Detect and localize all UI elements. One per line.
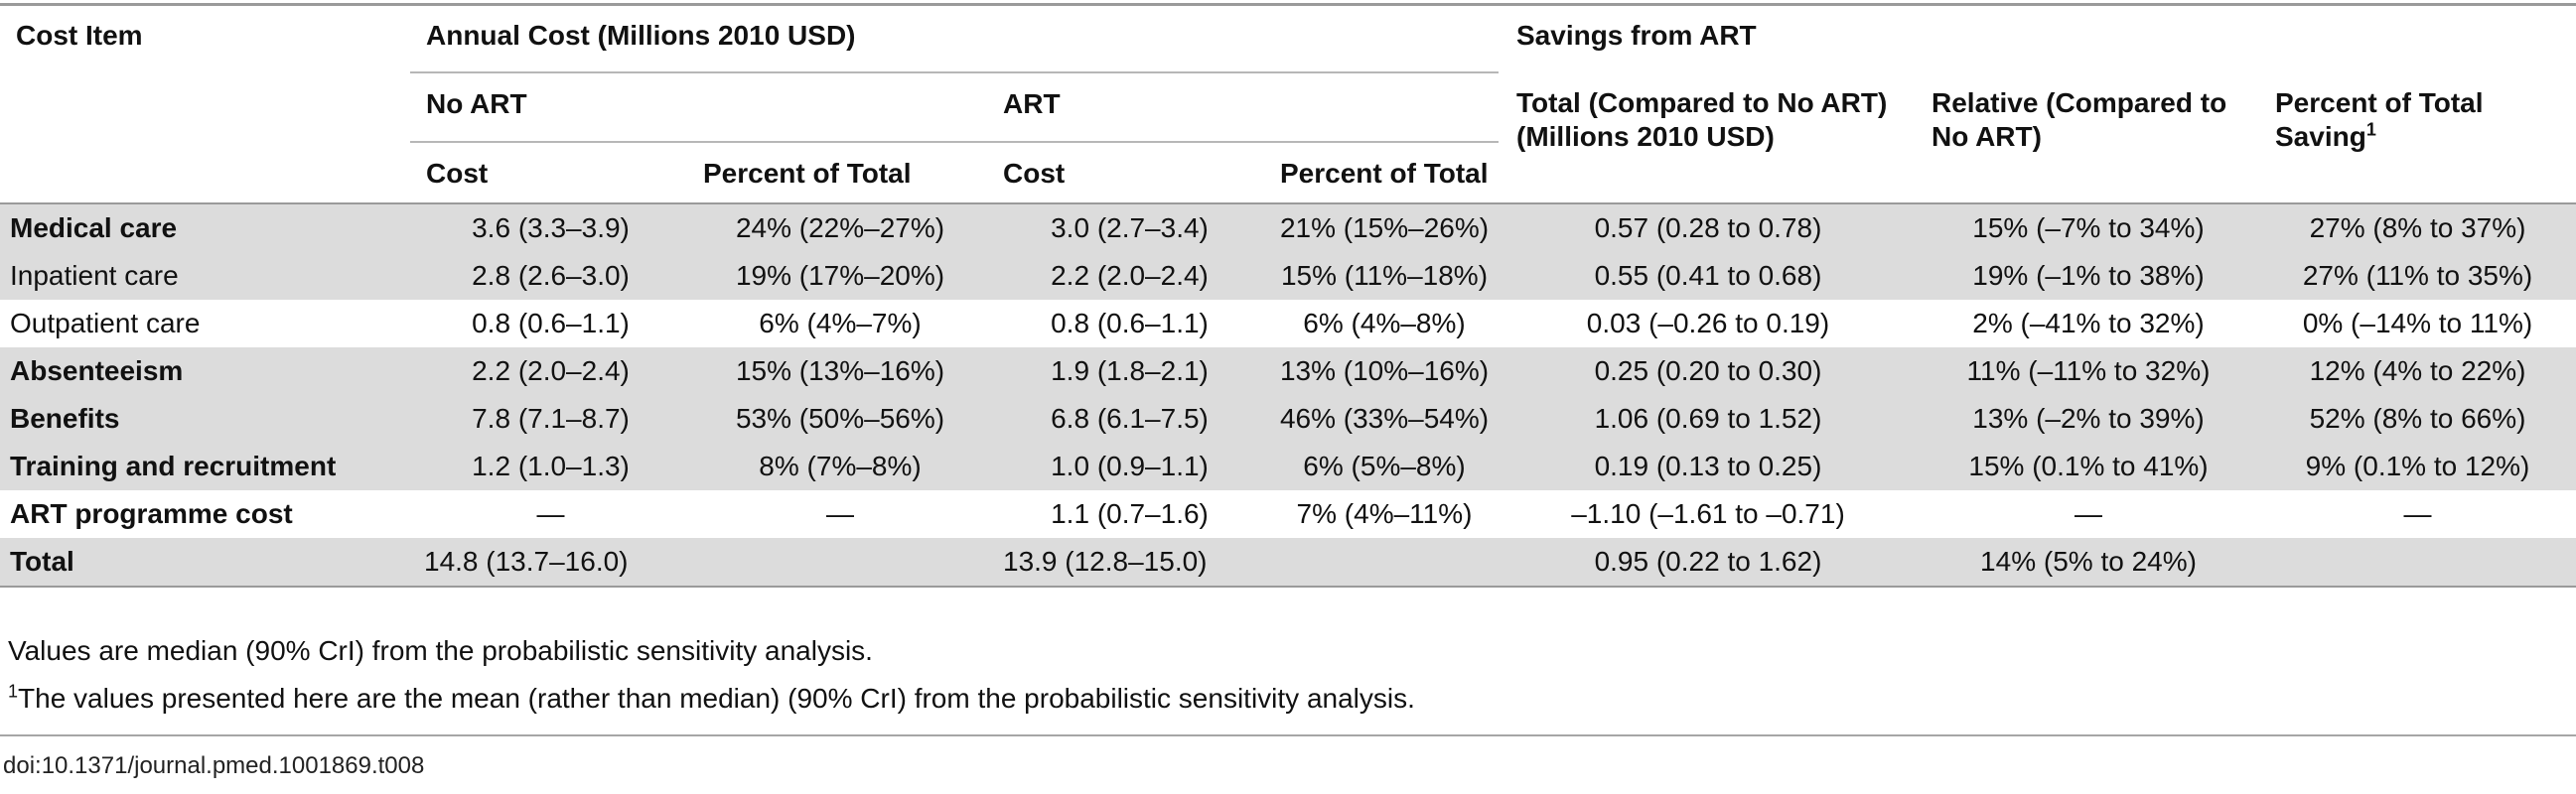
table-row: Medical care 3.6 (3.3–3.9) 24% (22%–27%)…: [0, 202, 2576, 252]
cell-total-savings: 0.57 (0.28 to 0.78): [1499, 202, 1918, 252]
cell-art-percent: 15% (11%–18%): [1270, 252, 1499, 300]
row-label: ART programme cost: [10, 498, 293, 529]
cell-art-percent: 46% (33%–54%): [1270, 395, 1499, 443]
bottom-rule: [0, 734, 2576, 736]
cell-art-percent: 6% (4%–8%): [1303, 308, 1466, 338]
cell-no-art-percent: 53% (50%–56%): [691, 395, 989, 443]
cell-art-cost: 1.9 (1.8–2.1): [989, 347, 1270, 395]
cell-percent-total-saving: 27% (11% to 35%): [2259, 252, 2576, 300]
cell-percent-total-saving: 0% (–14% to 11%): [2302, 308, 2533, 338]
cell-total-savings: 0.19 (0.13 to 0.25): [1499, 443, 1918, 490]
cell-relative: 14% (5% to 24%): [1918, 538, 2259, 588]
cell-percent-total-saving: 27% (8% to 37%): [2259, 202, 2576, 252]
cell-no-art-cost: 7.8 (7.1–8.7): [410, 395, 691, 443]
header-art-percent: Percent of Total: [1280, 158, 1489, 189]
table-row: Outpatient care 0.8 (0.6–1.1) 6% (4%–7%)…: [0, 300, 2576, 347]
header-annual-cost: Annual Cost (Millions 2010 USD): [410, 5, 1499, 73]
header-savings-from-art: Savings from ART: [1516, 20, 1757, 51]
cell-no-art-percent: 8% (7%–8%): [691, 443, 989, 490]
cell-percent-total-saving: 12% (4% to 22%): [2259, 347, 2576, 395]
cell-art-percent: 21% (15%–26%): [1270, 202, 1499, 252]
cell-relative: 15% (–7% to 34%): [1918, 202, 2259, 252]
row-label: Absenteeism: [0, 347, 410, 395]
cell-relative: 11% (–11% to 32%): [1918, 347, 2259, 395]
cell-art-percent: [1270, 538, 1499, 588]
cell-relative: 13% (–2% to 39%): [1918, 395, 2259, 443]
cell-percent-total-saving: 52% (8% to 66%): [2259, 395, 2576, 443]
table-row: Benefits 7.8 (7.1–8.7) 53% (50%–56%) 6.8…: [0, 395, 2576, 443]
footnote-text: The values presented here are the mean (…: [18, 683, 1415, 714]
cell-no-art-percent: 6% (4%–7%): [759, 308, 922, 338]
header-no-art-percent: Percent of Total: [703, 158, 912, 189]
row-label: Inpatient care: [0, 252, 410, 300]
cell-no-art-percent: 24% (22%–27%): [691, 202, 989, 252]
cell-no-art-cost: 3.6 (3.3–3.9): [410, 202, 691, 252]
cell-no-art-cost: 14.8 (13.7–16.0): [410, 538, 691, 588]
cell-art-percent: 13% (10%–16%): [1270, 347, 1499, 395]
cell-no-art-cost: —: [536, 498, 565, 529]
row-label: Training and recruitment: [0, 443, 410, 490]
cell-total-savings: –1.10 (–1.61 to –0.71): [1571, 498, 1845, 529]
top-rule: [0, 3, 2576, 6]
cell-art-cost: 13.9 (12.8–15.0): [989, 538, 1270, 588]
footnote: 1The values presented here are the mean …: [8, 683, 1415, 715]
table-row: ART programme cost — — 1.1 (0.7–1.6) 7% …: [0, 490, 2576, 538]
cell-art-cost: 6.8 (6.1–7.5): [989, 395, 1270, 443]
header-total-savings: Total (Compared to No ART) (Millions 201…: [1516, 87, 1888, 152]
table-row: Total 14.8 (13.7–16.0) 13.9 (12.8–15.0) …: [0, 538, 2576, 588]
cell-total-savings: 1.06 (0.69 to 1.52): [1499, 395, 1918, 443]
cell-no-art-cost: 2.2 (2.0–2.4): [410, 347, 691, 395]
cell-no-art-percent: [691, 538, 989, 588]
header-no-art-cost: Cost: [426, 158, 489, 189]
cell-art-cost: 1.1 (0.7–1.6): [1051, 498, 1209, 529]
table-header: Cost Item Annual Cost (Millions 2010 USD…: [0, 5, 2576, 203]
cell-art-percent: 6% (5%–8%): [1270, 443, 1499, 490]
cell-percent-total-saving: [2259, 538, 2576, 588]
cell-no-art-percent: 15% (13%–16%): [691, 347, 989, 395]
cell-percent-total-saving: 9% (0.1% to 12%): [2259, 443, 2576, 490]
cost-savings-table: Cost Item Annual Cost (Millions 2010 USD…: [0, 5, 2576, 588]
values-note: Values are median (90% CrI) from the pro…: [8, 635, 873, 666]
footnote-marker: 1: [2365, 119, 2376, 140]
cell-relative: 15% (0.1% to 41%): [1918, 443, 2259, 490]
header-cost-item: Cost Item: [16, 20, 143, 51]
cell-art-cost: 0.8 (0.6–1.1): [1051, 308, 1209, 338]
row-label: Total: [0, 538, 410, 588]
cell-total-savings: 0.25 (0.20 to 0.30): [1499, 347, 1918, 395]
cell-relative: —: [2075, 498, 2102, 529]
table-row: Training and recruitment 1.2 (1.0–1.3) 8…: [0, 443, 2576, 490]
table-row: Absenteeism 2.2 (2.0–2.4) 15% (13%–16%) …: [0, 347, 2576, 395]
row-label: Medical care: [0, 202, 410, 252]
header-no-art: No ART: [410, 72, 989, 143]
table-row: Inpatient care 2.8 (2.6–3.0) 19% (17%–20…: [0, 252, 2576, 300]
header-percent-total-saving-label: Percent of Total Saving: [2275, 87, 2484, 152]
cell-total-savings: 0.03 (–0.26 to 0.19): [1586, 308, 1830, 338]
row-label: Benefits: [0, 395, 410, 443]
row-label: Outpatient care: [10, 308, 201, 338]
header-art-cost: Cost: [1003, 158, 1066, 189]
header-relative: Relative (Compared to No ART): [1932, 87, 2227, 152]
cell-total-savings: 0.95 (0.22 to 1.62): [1499, 538, 1918, 588]
cell-percent-total-saving: —: [2403, 498, 2432, 529]
footnote-mark: 1: [8, 681, 19, 702]
cell-no-art-cost: 2.8 (2.6–3.0): [410, 252, 691, 300]
cell-relative: 19% (–1% to 38%): [1918, 252, 2259, 300]
cell-no-art-cost: 1.2 (1.0–1.3): [410, 443, 691, 490]
header-percent-total-saving: Percent of Total Saving1: [2259, 72, 2576, 203]
cell-art-percent: 7% (4%–11%): [1296, 498, 1473, 529]
doi-label: doi:10.1371/journal.pmed.1001869.t008: [3, 752, 425, 779]
cell-relative: 2% (–41% to 32%): [1972, 308, 2205, 338]
cell-art-cost: 1.0 (0.9–1.1): [989, 443, 1270, 490]
header-art: ART: [989, 72, 1499, 143]
cell-no-art-cost: 0.8 (0.6–1.1): [472, 308, 630, 338]
cell-art-cost: 2.2 (2.0–2.4): [989, 252, 1270, 300]
cell-no-art-percent: 19% (17%–20%): [691, 252, 989, 300]
cell-total-savings: 0.55 (0.41 to 0.68): [1499, 252, 1918, 300]
cell-art-cost: 3.0 (2.7–3.4): [989, 202, 1270, 252]
table-body: Medical care 3.6 (3.3–3.9) 24% (22%–27%)…: [0, 202, 2576, 588]
cell-no-art-percent: —: [826, 498, 854, 529]
